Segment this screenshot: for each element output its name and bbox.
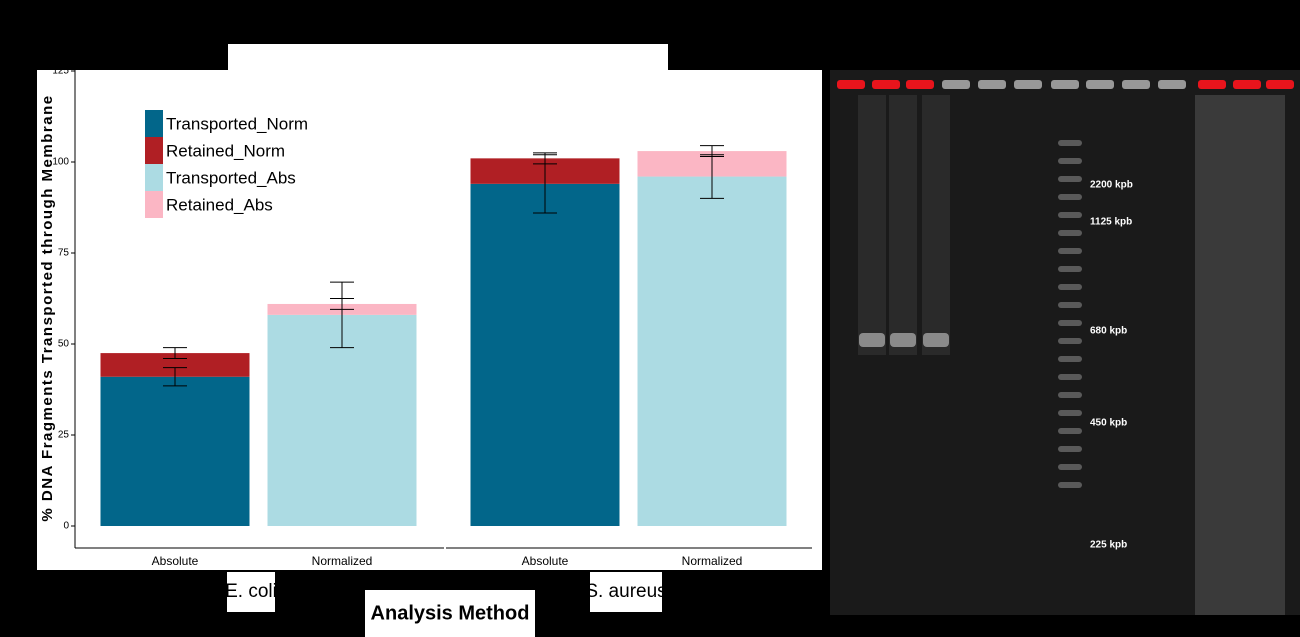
gel-well (906, 80, 934, 89)
legend-label: Transported_Abs (166, 168, 296, 187)
gel-well (1014, 80, 1042, 89)
ladder-band (1058, 248, 1082, 254)
x-tick-label: Normalized (682, 554, 743, 568)
legend-label: Retained_Norm (166, 141, 285, 160)
ladder-label: 225 kpb (1090, 540, 1127, 551)
y-tick-label: 125 (52, 66, 69, 77)
ladder-band (1058, 482, 1082, 488)
x-tick-label: Normalized (312, 554, 373, 568)
ladder-band (1058, 392, 1082, 398)
gel-well (1198, 80, 1226, 89)
bar-segment (101, 377, 250, 526)
ladder-band (1058, 284, 1082, 290)
ladder-band (1058, 374, 1082, 380)
ladder-band (1058, 140, 1082, 146)
figure: % DNA Fragments Transported through Memb… (0, 0, 1300, 637)
legend-swatch (145, 191, 163, 218)
legend-label: Retained_Abs (166, 195, 273, 214)
gel-well (1122, 80, 1150, 89)
gel-well (837, 80, 865, 89)
gel-smear (1255, 95, 1285, 615)
ladder-band (1058, 410, 1082, 416)
gel-well (1051, 80, 1079, 89)
gel-smear (1225, 95, 1255, 615)
gel-band (923, 333, 949, 347)
ladder-label: 1125 kpb (1090, 217, 1132, 228)
gel-well (942, 80, 970, 89)
group-label: E. coli (225, 581, 277, 602)
bar-segment (638, 177, 787, 526)
gel-well (1266, 80, 1294, 89)
gel-lane (889, 95, 917, 355)
x-axis-title: Analysis Method (371, 602, 530, 624)
y-tick-label: 0 (63, 521, 69, 532)
ladder-label: 680 kpb (1090, 326, 1127, 337)
legend-label: Transported_Norm (166, 114, 308, 133)
gel-well (1233, 80, 1261, 89)
ladder-band (1058, 212, 1082, 218)
x-tick-label: Absolute (152, 554, 199, 568)
ladder-band (1058, 446, 1082, 452)
ladder-band (1058, 428, 1082, 434)
gel-well (1158, 80, 1186, 89)
gel-band (890, 333, 916, 347)
gel-well (872, 80, 900, 89)
ladder-label: 450 kpb (1090, 418, 1127, 429)
gel-smear (1195, 95, 1225, 615)
title-strip (228, 44, 668, 74)
bar-segment (471, 184, 620, 526)
y-tick-label: 50 (58, 339, 70, 350)
ladder-band (1058, 158, 1082, 164)
x-tick-label: Absolute (522, 554, 569, 568)
group-label: S. aureus (585, 581, 666, 602)
legend-swatch (145, 164, 163, 191)
ladder-label: 2200 kpb (1090, 180, 1133, 191)
ladder-band (1058, 464, 1082, 470)
ladder-band (1058, 176, 1082, 182)
ladder-band (1058, 230, 1082, 236)
ladder-band (1058, 302, 1082, 308)
ladder-band (1058, 356, 1082, 362)
gel-well (978, 80, 1006, 89)
ladder-band (1058, 266, 1082, 272)
legend-swatch (145, 137, 163, 164)
ladder-band (1058, 338, 1082, 344)
ladder-band (1058, 320, 1082, 326)
gel-lane (922, 95, 950, 355)
ladder-band (1058, 194, 1082, 200)
gel-band (859, 333, 885, 347)
y-tick-label: 100 (52, 157, 69, 168)
gel-lane (858, 95, 886, 355)
legend-swatch (145, 110, 163, 137)
gel-well (1086, 80, 1114, 89)
y-tick-label: 25 (58, 430, 70, 441)
page: % DNA Fragments Transported through Memb… (0, 0, 1300, 637)
y-tick-label: 75 (58, 248, 70, 259)
gel-image: 2200 kpb 1125 kpb 680 kpb 450 kpb 225 kpb (830, 70, 1300, 615)
